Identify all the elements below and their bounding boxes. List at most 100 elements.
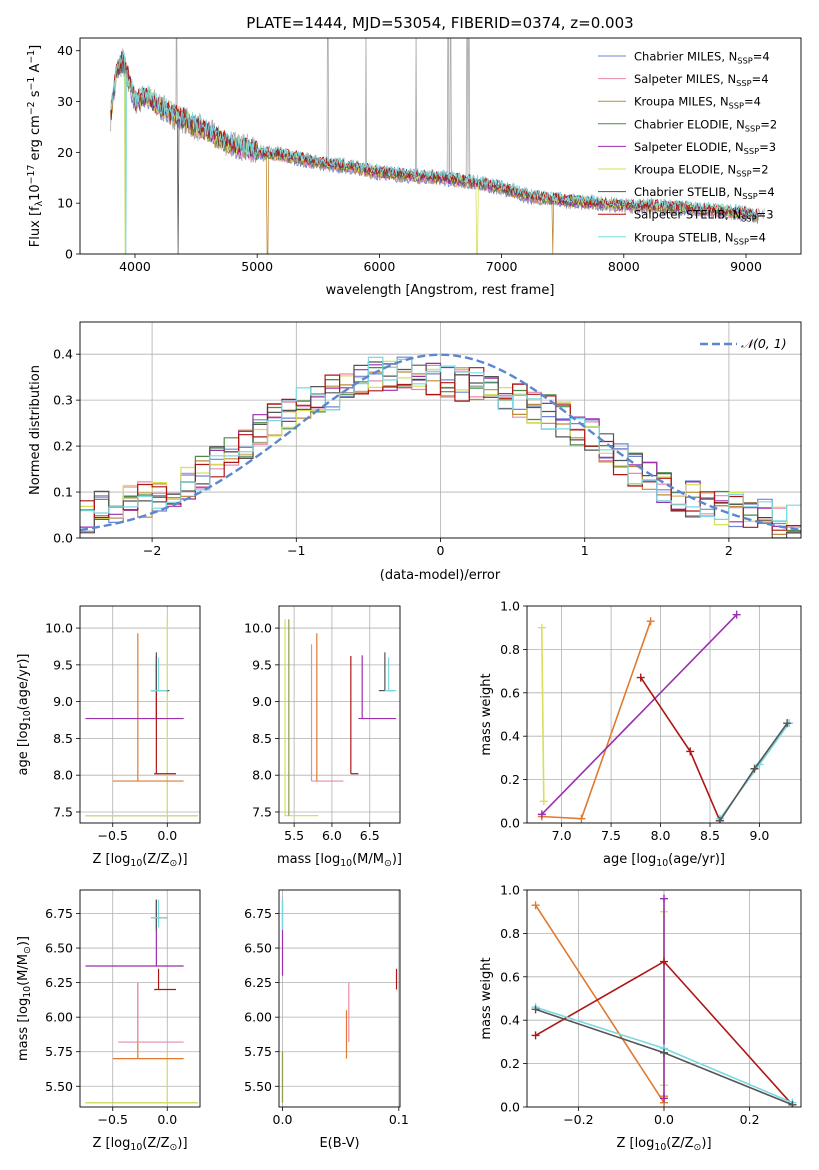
x-tick-label: 0.2 [740,1112,760,1127]
axes-frame [79,889,201,1108]
y-axis-label: age [log10(age/yr)] [16,654,33,776]
y-tick-label: 7.5 [53,804,73,819]
label-part: age [log [16,722,31,775]
model-spectrum-line [110,63,759,254]
axes-frame [79,37,802,255]
axes-frame [278,889,401,1108]
y-tick-label: 9.0 [252,694,272,709]
label-part: Chabrier MILES, N [634,50,737,64]
legend-label: 𝒩(0, 1) [741,336,787,351]
y-tick-label: 0.6 [500,685,520,700]
x-axis-label: age [log10(age/yr)] [603,852,725,869]
y-tick-label: 7.5 [252,804,272,819]
weight-marker [788,1100,797,1107]
label-part: Kroupa ELODIE, N [634,163,736,177]
x-tick-label: −2 [143,543,161,558]
label-part: =4 [744,95,761,109]
label-part: ⊙ [170,1142,178,1153]
label-part: SSP [734,236,749,246]
label-part: )] [177,852,187,867]
weight-marker [660,894,668,903]
residual-histogram [80,356,801,522]
x-tick-label: 9000 [730,259,762,274]
x-tick-label: 0 [437,543,445,558]
y-tick-label: 6.50 [244,941,272,956]
y-tick-label: 9.0 [53,694,73,709]
x-tick-label: 4000 [119,259,151,274]
label-part: ] [28,45,43,50]
y-tick-label: 0.3 [53,393,73,408]
label-part: SSP [736,78,751,88]
x-tick-label: −0.5 [98,1112,128,1127]
label-part: SSP [745,123,760,133]
axes-frame [278,605,401,824]
label-part: )] [701,1136,711,1151]
label-part: mass [log [16,998,31,1061]
label-part: A [28,64,43,77]
y-tick-label: 9.5 [53,657,73,672]
legend-label: Kroupa MILES, NSSP=4 [634,95,761,111]
gaussian-curve [80,353,801,532]
y-tick-label: 0.0 [500,1100,520,1115]
x-tick-label: 8000 [608,259,640,274]
y-axis-label: Flux [fλ10−17 erg cm−2 s−1 A−1] [26,45,45,247]
y-tick-label: 6.25 [45,975,73,990]
x-tick-label: 6.5 [360,828,380,843]
y-tick-label: 8.5 [53,731,73,746]
legend-label: Salpeter ELODIE, NSSP=3 [634,140,776,156]
legend-label: Salpeter MILES, NSSP=4 [634,72,769,88]
plot-area [80,322,801,538]
y-tick-label: 1.0 [500,599,520,614]
weight-marker [531,1031,540,1040]
label-part: −1 [26,50,37,64]
weight-marker [539,797,548,806]
label-part: erg cm [28,115,43,164]
label-part: Z [log [92,1136,130,1151]
label-part: λ [34,200,45,206]
y-tick-label: 0.2 [500,772,520,787]
label-part: ⊙ [694,1142,702,1153]
label-part: )] [392,852,402,867]
label-part: SSP [729,101,744,111]
label-part: 10 [22,710,33,722]
label-part: s [28,90,43,101]
weight-marker [646,617,655,626]
label-part: =4 [758,185,775,199]
y-tick-label: 10.0 [244,621,272,636]
axes-weight_vs_Z: −0.2 0.0 0.2 0.0 0.2 0.4 0.6 0.8 1.0 Z [log10(Z/Z… [479,883,802,1153]
y-tick-label: 20 [57,145,73,160]
label-part: −2 [26,101,37,115]
y-tick-label: 40 [57,43,73,58]
y-axis-label: mass weight [479,673,494,755]
legend-label: Salpeter STELIB, NSSP=3 [634,208,774,224]
label-part: 10 [656,858,668,869]
x-axis-label: E(B-V) [319,1136,359,1151]
x-tick-label: 8.5 [700,828,720,843]
label-part: (age/yr)] [16,654,31,711]
label-part: Salpeter STELIB, N [634,208,741,222]
x-tick-label: 0.0 [273,1112,293,1127]
weight-marker [531,901,540,910]
x-tick-label: 0.0 [654,1112,674,1127]
y-axis-label: Normed distribution [28,365,43,495]
y-tick-label: 0.4 [500,1013,520,1028]
legend-label: Chabrier ELODIE, NSSP=2 [634,117,777,133]
label-part: =2 [760,117,777,131]
x-axis-label: Z [log10(Z/Z⊙)] [92,1136,187,1153]
weight-line [534,904,665,1106]
plot-area [279,890,400,1107]
y-tick-label: 5.50 [244,1079,272,1094]
weight-marker [577,814,586,823]
y-tick-label: 0.4 [53,347,73,362]
plot-area [80,606,200,823]
weight-line [541,614,738,815]
plot-area [110,38,765,254]
y-tick-label: 8.0 [252,768,272,783]
label-part: SSP [742,191,757,201]
axes-residuals: −2 −1 0 1 2 0.0 0.1 0.2 0.3 0.4 (data-model)/error… [28,321,802,583]
x-tick-label: −1 [287,543,305,558]
label-part: (Z/Z [142,1136,169,1151]
label-part: mass [log [277,852,340,867]
